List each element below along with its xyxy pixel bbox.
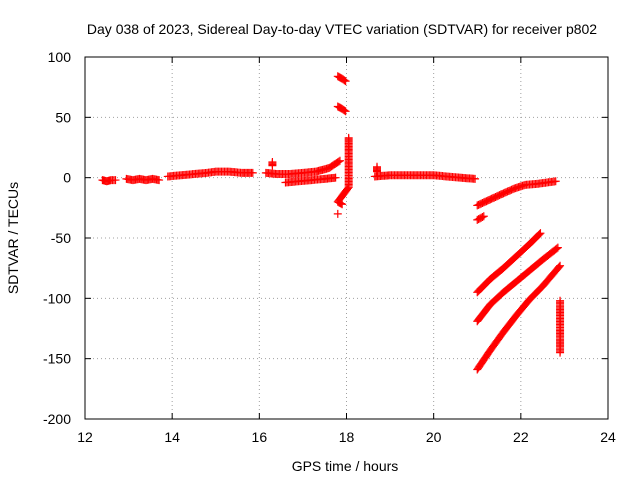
data-point: [334, 157, 343, 166]
y-tick-label: 0: [63, 170, 71, 186]
series-seg-18.7-spike: [373, 162, 382, 176]
series-arc-c: [473, 229, 545, 297]
data-point: [535, 230, 544, 239]
series-arc-a: [473, 177, 560, 210]
y-axis-label: SDTVAR / TECUs: [5, 182, 21, 294]
y-tick-label: 100: [48, 49, 72, 65]
grid: [85, 57, 608, 419]
data-point: [341, 107, 350, 116]
data-point: [553, 243, 562, 252]
x-tick-label: 22: [513, 429, 529, 445]
y-tick-label: -150: [43, 351, 71, 367]
series-arc-e: [473, 261, 565, 374]
series-seg-18.7-21: [370, 171, 480, 183]
data-point: [333, 209, 342, 218]
x-tick-label: 18: [339, 429, 355, 445]
series-seg-16.3-spike: [268, 157, 277, 170]
data-point: [552, 244, 561, 253]
data-point: [373, 167, 382, 176]
data-point: [471, 174, 480, 183]
data-point: [335, 156, 344, 165]
plot-frame: [84, 56, 609, 420]
data-point: [479, 212, 488, 221]
data-point: [556, 261, 565, 270]
data-point: [536, 229, 545, 238]
data-point: [337, 199, 346, 208]
x-tick-label: 16: [252, 429, 268, 445]
data-points: [98, 72, 565, 374]
data-point: [341, 77, 350, 86]
series-arc-b: [473, 212, 488, 224]
series-spikes-18: [333, 133, 353, 209]
data-point: [340, 106, 349, 115]
x-tick-label: 14: [164, 429, 180, 445]
series-arc-d: [473, 243, 562, 326]
series-seg-12.5: [98, 176, 120, 186]
data-point: [556, 348, 565, 357]
data-point: [268, 157, 277, 166]
data-point: [551, 177, 560, 186]
x-axis-label: GPS time / hours: [292, 458, 399, 474]
series-seg-16.3-17.8a: [261, 156, 344, 179]
data-point: [155, 176, 164, 185]
data-point: [478, 213, 487, 222]
data-point: [555, 262, 564, 271]
series-points-22.9: [556, 296, 565, 357]
data-point: [534, 231, 543, 240]
x-tick-label: 12: [77, 429, 93, 445]
series-seg-16.6-17.7b: [281, 173, 340, 187]
series-low-17.8: [333, 209, 342, 218]
data-point: [340, 76, 349, 85]
data-point: [338, 200, 347, 209]
axis-ticks: 12 14 16 18 20 22 24 -200 -150 -100 -50 0 50 100: [43, 49, 616, 445]
y-tick-label: 50: [55, 109, 71, 125]
series-high-83: [333, 72, 350, 86]
x-tick-label: 20: [426, 429, 442, 445]
series-seg-13.3: [122, 174, 164, 185]
chart-title: Day 038 of 2023, Sidereal Day-to-day VTE…: [87, 21, 597, 37]
x-tick-label: 24: [600, 429, 616, 445]
y-tick-label: -100: [43, 290, 71, 306]
y-tick-label: -50: [51, 230, 71, 246]
data-point: [331, 173, 340, 182]
data-point: [111, 176, 120, 185]
series-high-58: [333, 102, 350, 116]
y-tick-label: -200: [43, 411, 71, 427]
data-point: [248, 168, 257, 177]
series-seg-14-16: [163, 167, 257, 181]
